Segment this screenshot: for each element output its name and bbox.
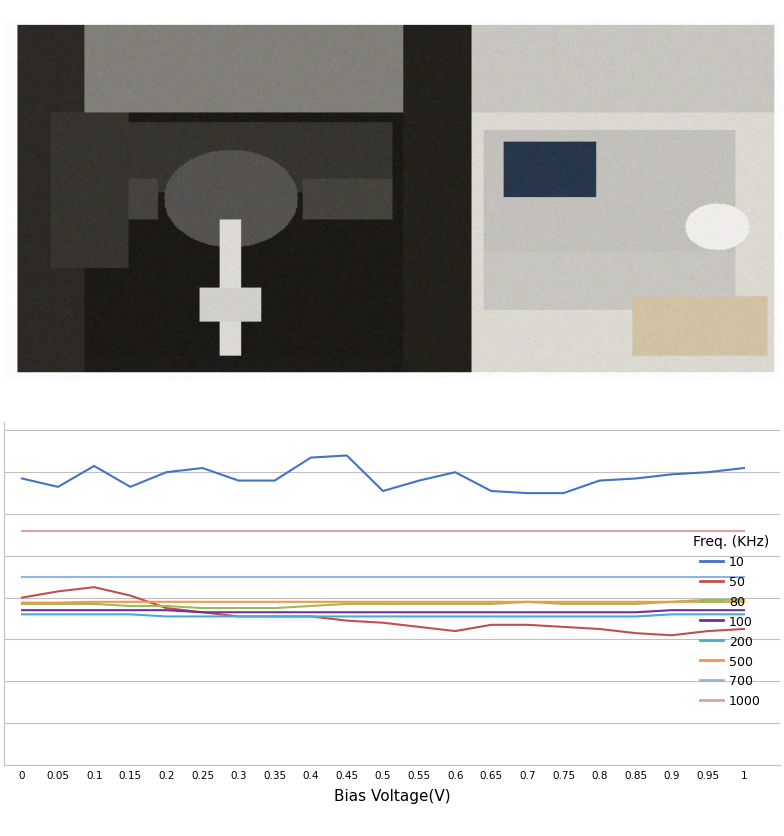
X-axis label: Bias Voltage(V): Bias Voltage(V)	[334, 788, 450, 803]
Legend: 10, 50, 80, 100, 200, 500, 700, 1000: 10, 50, 80, 100, 200, 500, 700, 1000	[688, 530, 774, 712]
